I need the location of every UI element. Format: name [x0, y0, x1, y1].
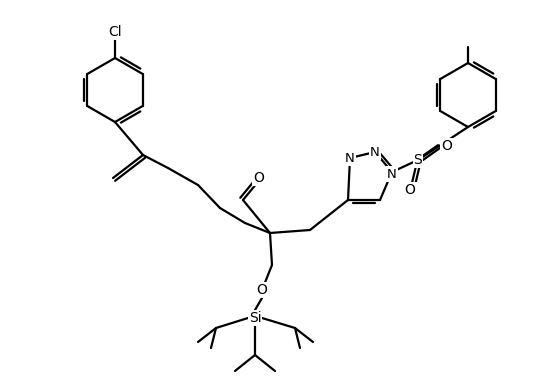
- Text: N: N: [370, 146, 380, 158]
- Text: N: N: [345, 152, 355, 165]
- Text: S: S: [414, 153, 423, 167]
- Text: Cl: Cl: [108, 25, 122, 39]
- Text: O: O: [442, 139, 453, 153]
- Text: O: O: [404, 183, 415, 197]
- Text: N: N: [387, 168, 397, 181]
- Text: O: O: [256, 283, 267, 297]
- Text: Si: Si: [249, 311, 261, 325]
- Text: O: O: [254, 171, 265, 185]
